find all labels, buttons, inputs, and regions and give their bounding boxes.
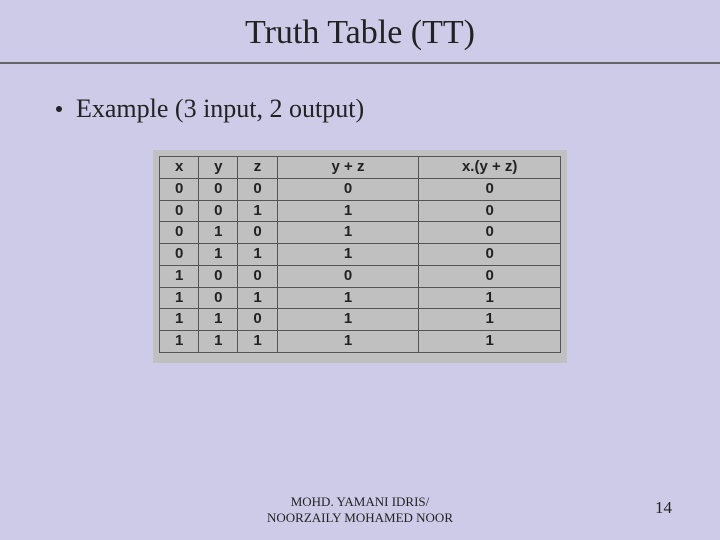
table-row: 10000	[160, 265, 561, 287]
footer-line: NOORZAILY MOHAMED NOOR	[267, 510, 453, 526]
bullet-line: Example (3 input, 2 output)	[0, 64, 720, 124]
table-cell: 1	[238, 331, 277, 353]
bullet-dot-icon	[56, 106, 62, 112]
table-cell: 1	[199, 309, 238, 331]
slide-title: Truth Table (TT)	[0, 0, 720, 62]
table-row: 01110	[160, 244, 561, 266]
table-cell: 0	[419, 244, 561, 266]
table-cell: 1	[277, 244, 419, 266]
col-header: y	[199, 157, 238, 179]
page-number: 14	[655, 498, 672, 518]
footer-author: MOHD. YAMANI IDRIS/ NOORZAILY MOHAMED NO…	[0, 494, 720, 527]
table-cell: 1	[238, 287, 277, 309]
table-row: 11111	[160, 331, 561, 353]
table-cell: 1	[238, 200, 277, 222]
table-cell: 1	[277, 309, 419, 331]
table-header-row: x y z y + z x.(y + z)	[160, 157, 561, 179]
table-cell: 0	[419, 222, 561, 244]
table-cell: 0	[160, 244, 199, 266]
bullet-text: Example (3 input, 2 output)	[76, 94, 364, 123]
table-cell: 0	[160, 178, 199, 200]
table-cell: 1	[277, 287, 419, 309]
col-header: y + z	[277, 157, 419, 179]
table-cell: 0	[419, 200, 561, 222]
table-cell: 0	[419, 178, 561, 200]
table-cell: 1	[277, 331, 419, 353]
table-cell: 1	[160, 287, 199, 309]
table-cell: 0	[238, 222, 277, 244]
table-cell: 1	[277, 200, 419, 222]
table-cell: 1	[238, 244, 277, 266]
table-cell: 1	[199, 222, 238, 244]
table-cell: 0	[238, 178, 277, 200]
table-cell: 1	[199, 331, 238, 353]
table-row: 11011	[160, 309, 561, 331]
table-row: 00110	[160, 200, 561, 222]
table-cell: 1	[419, 287, 561, 309]
truth-table-container: x y z y + z x.(y + z) 000000011001010011…	[153, 150, 567, 363]
table-cell: 0	[199, 200, 238, 222]
table-cell: 1	[419, 331, 561, 353]
table-cell: 1	[277, 222, 419, 244]
table-row: 10111	[160, 287, 561, 309]
table-cell: 1	[160, 309, 199, 331]
col-header: x.(y + z)	[419, 157, 561, 179]
col-header: z	[238, 157, 277, 179]
table-cell: 1	[199, 244, 238, 266]
table-cell: 0	[199, 265, 238, 287]
col-header: x	[160, 157, 199, 179]
footer-line: MOHD. YAMANI IDRIS/	[267, 494, 453, 510]
table-cell: 1	[160, 331, 199, 353]
table-cell: 0	[419, 265, 561, 287]
table-cell: 0	[277, 265, 419, 287]
table-cell: 0	[238, 265, 277, 287]
table-cell: 1	[160, 265, 199, 287]
table-row: 01010	[160, 222, 561, 244]
table-cell: 0	[160, 222, 199, 244]
table-cell: 1	[419, 309, 561, 331]
table-body: 0000000110010100111010000101111101111111	[160, 178, 561, 352]
table-cell: 0	[160, 200, 199, 222]
table-cell: 0	[277, 178, 419, 200]
truth-table: x y z y + z x.(y + z) 000000011001010011…	[159, 156, 561, 353]
table-cell: 0	[238, 309, 277, 331]
table-cell: 0	[199, 178, 238, 200]
table-row: 00000	[160, 178, 561, 200]
table-cell: 0	[199, 287, 238, 309]
